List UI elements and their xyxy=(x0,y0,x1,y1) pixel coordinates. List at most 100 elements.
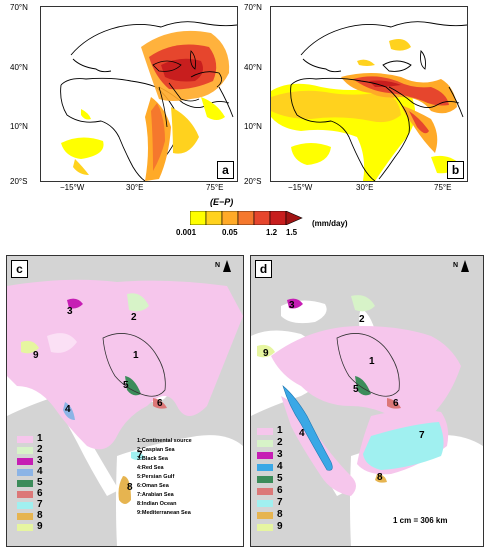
panel-d-scale-text: 1 cm = 306 km xyxy=(393,516,448,525)
panel-c-legend-swatch-3 xyxy=(17,458,33,465)
panel-d-badge: d xyxy=(255,260,272,278)
source-item-1: 1:Continental source xyxy=(137,438,192,444)
panel-d-legend-swatch-6 xyxy=(257,488,273,495)
panel-c-label-8: 8 xyxy=(127,482,133,493)
panel-d-north-label: N xyxy=(453,262,459,269)
panel-d-legend-swatch-2 xyxy=(257,440,273,447)
source-item-2: 2:Caspian Sea xyxy=(137,447,175,453)
panel-c-legend-swatch-8 xyxy=(17,513,33,520)
panel-a-svg xyxy=(60,21,237,181)
africa-west-a xyxy=(60,84,146,181)
panel-c-label-1: 1 xyxy=(133,350,139,361)
panel-a-lat-20s: 20°S xyxy=(10,177,28,186)
panel-c-legend-swatch-5 xyxy=(17,480,33,487)
panel-d-north-arrow-icon xyxy=(461,260,469,272)
panel-d-label-3: 3 xyxy=(289,300,295,311)
colorbar-seg-1 xyxy=(189,210,207,226)
panel-c-legend-swatch-9 xyxy=(17,524,33,531)
panel-d-legend-swatch-9 xyxy=(257,524,273,531)
source-item-7: 7:Arabian Sea xyxy=(137,492,174,498)
panel-d-legend-num-1: 1 xyxy=(277,425,283,436)
panel-c-legend-swatch-6 xyxy=(17,491,33,498)
panel-a-lon-75e: 75°E xyxy=(206,183,224,192)
colorbar-unit: (mm/day) xyxy=(312,219,348,228)
panel-d-label-4: 4 xyxy=(299,428,305,439)
panel-d-legend-num-5: 5 xyxy=(277,473,283,484)
panel-b-badge: b xyxy=(447,161,464,179)
panel-b-lon-30e: 30°E xyxy=(356,183,374,192)
iberia-coast-a xyxy=(72,58,112,73)
colorbar-tick-12: 1.2 xyxy=(266,228,278,237)
panel-c-label-2: 2 xyxy=(131,312,137,323)
panel-d-legend-swatch-1 xyxy=(257,428,273,435)
panel-a-map: a xyxy=(40,6,238,182)
panel-d-legend-num-8: 8 xyxy=(277,509,283,520)
panel-d-label-1: 1 xyxy=(369,356,375,367)
panel-a-lat-70: 70°N xyxy=(10,3,28,12)
panel-c-label-7: 7 xyxy=(137,450,143,461)
colorbar-arrow xyxy=(285,210,303,226)
panel-c-svg xyxy=(7,279,243,546)
panel-b-lat-70: 70°N xyxy=(244,3,262,12)
panel-d-label-6: 6 xyxy=(393,398,399,409)
panel-c-label-3: 3 xyxy=(67,306,73,317)
panel-c-iran-outline xyxy=(102,333,166,397)
panel-c-label-6: 6 xyxy=(157,398,163,409)
panel-a-lat-10: 10°N xyxy=(10,122,28,131)
panel-d-legend-swatch-4 xyxy=(257,464,273,471)
colorbar-svg xyxy=(189,210,303,226)
panel-d-iran-outline xyxy=(336,333,400,397)
colorbar-seg-3 xyxy=(221,210,239,226)
colorbar-seg-4 xyxy=(237,210,255,226)
panel-d-label-5: 5 xyxy=(353,384,359,395)
colorbar-tick-15: 1.5 xyxy=(286,228,298,237)
panel-d-shading xyxy=(257,295,461,496)
panel-d-map: d N 1 2 3 4 5 6 7 8 9 1 2 3 4 5 6 7 8 9 … xyxy=(250,255,484,547)
colorbar-tick-005: 0.05 xyxy=(222,228,238,237)
panel-c-legend-swatch-7 xyxy=(17,502,33,509)
source-item-5: 5:Persian Gulf xyxy=(137,474,175,480)
panel-c-legend-swatch-2 xyxy=(17,447,33,454)
panel-c-legend-swatch-1 xyxy=(17,436,33,443)
colorbar xyxy=(189,210,303,226)
panel-d-legend-num-3: 3 xyxy=(277,449,283,460)
panel-a-lat-40: 40°N xyxy=(10,63,28,72)
panel-c-label-5: 5 xyxy=(123,380,129,391)
panel-c-map: c N 1 2 3 4 5 6 7 8 9 1 2 3 4 5 6 7 8 9 … xyxy=(6,255,244,547)
source-item-9: 9:Mediterranean Sea xyxy=(137,510,191,516)
panel-c-legend-num-5: 5 xyxy=(37,477,43,488)
panel-c-legend-num-3: 3 xyxy=(37,455,43,466)
colorbar-seg-5 xyxy=(253,210,271,226)
panel-b-lat-40: 40°N xyxy=(244,63,262,72)
panel-c-legend-swatch-4 xyxy=(17,469,33,476)
panel-d-legend-swatch-3 xyxy=(257,452,273,459)
panel-a-lon-30e: 30°E xyxy=(126,183,144,192)
panel-c-north-arrow-icon xyxy=(223,260,231,272)
colorbar-tick-0001: 0.001 xyxy=(176,228,197,237)
panel-d-legend-swatch-5 xyxy=(257,476,273,483)
panel-d-label-8: 8 xyxy=(377,472,383,483)
panel-c-legend-num-2: 2 xyxy=(37,444,43,455)
panel-d-legend-swatch-8 xyxy=(257,512,273,519)
panel-d-label-2: 2 xyxy=(359,314,365,325)
panel-d-legend-num-6: 6 xyxy=(277,485,283,496)
panel-d-legend-num-9: 9 xyxy=(277,521,283,532)
panel-d-legend-num-4: 4 xyxy=(277,461,283,472)
panel-c-shading xyxy=(7,279,243,504)
panel-d-label-9: 9 xyxy=(263,348,269,359)
panel-c-legend-num-4: 4 xyxy=(37,466,43,477)
panel-b-lon-15w: −15°W xyxy=(288,183,313,192)
india-coast-a xyxy=(218,86,234,118)
panel-a-shading xyxy=(61,30,230,181)
panel-d-label-7: 7 xyxy=(419,430,425,441)
panel-c-label-4: 4 xyxy=(65,404,71,415)
panel-d-legend-swatch-7 xyxy=(257,500,273,507)
panel-c-label-9: 9 xyxy=(33,350,39,361)
source-item-4: 4:Red Sea xyxy=(137,465,164,471)
panel-c-legend-num-1: 1 xyxy=(37,433,43,444)
panel-c-badge: c xyxy=(11,260,28,278)
panel-b-lat-10: 10°N xyxy=(244,122,262,131)
panel-c-north-label: N xyxy=(215,262,221,269)
colorbar-title: (E−P) xyxy=(210,197,234,207)
source-item-8: 8:Indian Ocean xyxy=(137,501,177,507)
